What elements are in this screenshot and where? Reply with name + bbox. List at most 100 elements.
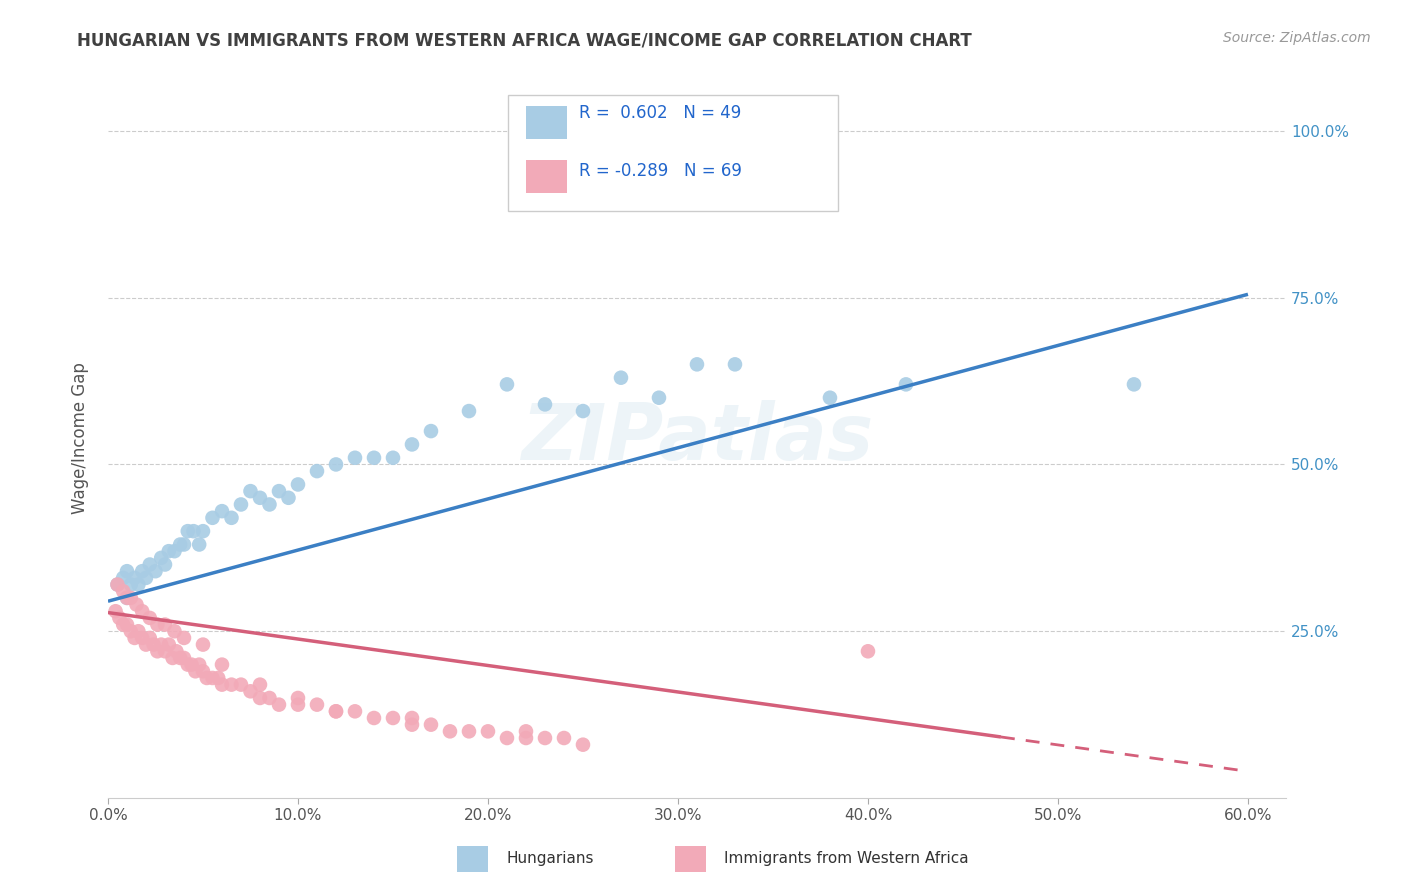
Point: [458, 724, 481, 739]
Point: [107, 577, 129, 591]
Y-axis label: Wage/Income Gap: Wage/Income Gap: [72, 362, 89, 514]
Point: [139, 631, 162, 645]
Point: [120, 577, 142, 591]
Point: [120, 624, 142, 639]
Point: [191, 665, 214, 679]
Point: [115, 591, 138, 605]
Point: [153, 644, 176, 658]
Point: [191, 638, 214, 652]
Point: [325, 458, 347, 472]
Point: [124, 571, 146, 585]
Point: [131, 631, 153, 645]
Point: [305, 698, 328, 712]
Point: [287, 690, 309, 705]
Point: [112, 617, 135, 632]
Point: [177, 524, 200, 538]
Point: [183, 524, 205, 538]
Point: [420, 717, 443, 731]
Point: [572, 738, 595, 752]
Point: [267, 698, 290, 712]
Point: [169, 537, 191, 551]
Point: [287, 698, 309, 712]
Point: [201, 671, 224, 685]
Point: [173, 537, 195, 551]
Point: [188, 537, 211, 551]
Point: [686, 357, 709, 371]
Point: [135, 571, 157, 585]
Point: [135, 638, 157, 652]
Point: [211, 657, 233, 672]
Text: Immigrants from Western Africa: Immigrants from Western Africa: [724, 851, 969, 865]
Point: [127, 577, 149, 591]
Point: [477, 724, 499, 739]
Point: [201, 511, 224, 525]
Point: [139, 558, 162, 572]
Point: [142, 638, 165, 652]
Point: [115, 591, 138, 605]
Point: [401, 717, 423, 731]
Point: [221, 511, 243, 525]
Point: [162, 651, 184, 665]
Point: [229, 678, 252, 692]
Point: [382, 711, 405, 725]
Point: [211, 504, 233, 518]
Point: [267, 484, 290, 499]
Text: R =  0.602   N = 49: R = 0.602 N = 49: [579, 104, 741, 122]
Point: [184, 665, 207, 679]
FancyBboxPatch shape: [526, 161, 568, 193]
Point: [287, 477, 309, 491]
Point: [249, 690, 271, 705]
Text: Source: ZipAtlas.com: Source: ZipAtlas.com: [1223, 31, 1371, 45]
Point: [150, 638, 173, 652]
Point: [211, 678, 233, 692]
Point: [139, 611, 162, 625]
Point: [439, 724, 461, 739]
Point: [221, 678, 243, 692]
Point: [515, 724, 537, 739]
Point: [112, 571, 135, 585]
Text: ZIPatlas: ZIPatlas: [520, 400, 873, 475]
Point: [180, 657, 202, 672]
Point: [191, 524, 214, 538]
Point: [856, 644, 879, 658]
Point: [165, 644, 187, 658]
Point: [115, 617, 138, 632]
Point: [177, 657, 200, 672]
FancyBboxPatch shape: [526, 106, 568, 138]
Point: [146, 617, 169, 632]
Point: [325, 704, 347, 718]
Point: [188, 657, 211, 672]
Point: [131, 564, 153, 578]
Point: [150, 550, 173, 565]
Point: [724, 357, 747, 371]
Point: [249, 491, 271, 505]
Point: [818, 391, 841, 405]
Point: [572, 404, 595, 418]
Point: [496, 731, 519, 745]
Point: [305, 464, 328, 478]
Point: [195, 671, 218, 685]
Point: [401, 437, 423, 451]
Point: [146, 644, 169, 658]
Point: [496, 377, 519, 392]
Point: [153, 558, 176, 572]
Point: [125, 598, 148, 612]
Point: [107, 577, 129, 591]
Point: [115, 564, 138, 578]
Point: [648, 391, 671, 405]
Point: [363, 450, 385, 465]
Point: [249, 678, 271, 692]
Point: [259, 690, 281, 705]
Point: [363, 711, 385, 725]
Point: [112, 584, 135, 599]
Point: [534, 397, 557, 411]
Point: [153, 617, 176, 632]
Point: [239, 484, 262, 499]
Point: [420, 424, 443, 438]
Point: [401, 711, 423, 725]
Point: [207, 671, 229, 685]
Point: [343, 450, 366, 465]
Point: [120, 591, 142, 605]
Point: [104, 604, 127, 618]
Point: [229, 498, 252, 512]
